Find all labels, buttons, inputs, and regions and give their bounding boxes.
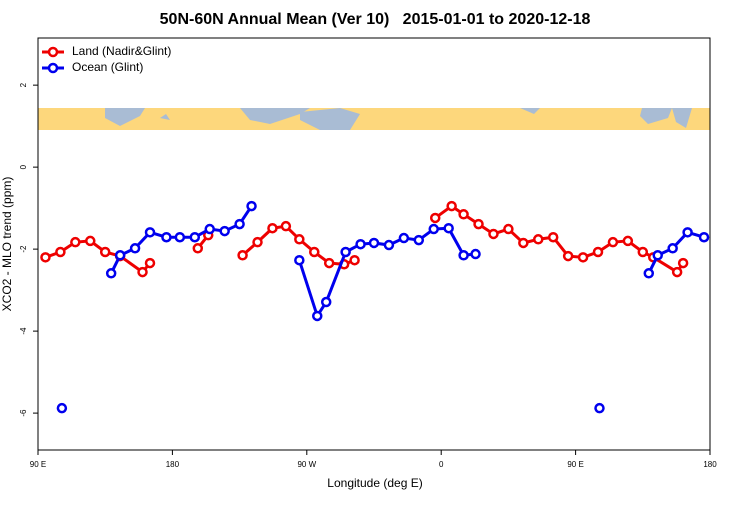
data-point (355, 238, 366, 250)
data-point (368, 237, 380, 249)
data-point (56, 402, 68, 414)
data-point (652, 250, 663, 261)
data-point (398, 232, 410, 244)
data-point (144, 257, 156, 269)
data-point (252, 236, 263, 248)
x-tick-label: 180 (166, 460, 180, 469)
data-point (429, 212, 441, 224)
legend-marker (47, 62, 59, 74)
data-point (383, 239, 395, 251)
x-axis-label: Longitude (deg E) (327, 476, 422, 490)
y-tick-label: 2 (19, 82, 28, 87)
data-point (592, 246, 604, 258)
data-point (458, 209, 469, 220)
data-point (428, 223, 439, 235)
data-point (413, 234, 425, 246)
data-point (637, 246, 649, 258)
data-point (280, 220, 292, 232)
y-tick-label: 0 (19, 164, 28, 169)
data-point (577, 252, 589, 263)
plot-frame (37, 37, 711, 451)
data-point (85, 235, 96, 247)
map-strip (38, 108, 710, 130)
data-point (309, 246, 320, 258)
data-point (99, 246, 111, 258)
data-point (446, 200, 457, 212)
data-point (349, 254, 360, 266)
data-point (40, 252, 51, 263)
data-point (161, 231, 172, 243)
data-point (643, 268, 655, 279)
data-point (320, 296, 332, 308)
x-tick-label: 0 (439, 460, 444, 469)
x-tick-label: 90 E (30, 460, 46, 469)
data-point (503, 223, 514, 235)
data-point (533, 234, 544, 245)
data-point (204, 223, 215, 235)
data-point (70, 236, 81, 248)
data-point (105, 268, 117, 279)
data-point (488, 228, 499, 240)
data-point (622, 235, 634, 247)
legend-label: Land (Nadir&Glint) (72, 44, 171, 58)
y-tick-label: -6 (19, 409, 28, 417)
data-point (518, 237, 529, 249)
data-point (470, 248, 481, 260)
legend-label: Ocean (Glint) (72, 60, 143, 74)
data-point (144, 227, 156, 238)
data-point (55, 246, 66, 258)
legend-marker (47, 46, 59, 58)
y-tick-label: -4 (19, 327, 28, 335)
data-point (129, 243, 141, 254)
data-point (562, 250, 574, 262)
data-point (340, 246, 351, 258)
data-point (547, 231, 559, 243)
data-point (671, 266, 683, 278)
chart-title: 50N-60N Annual Mean (Ver 10) 2015-01-01 … (160, 11, 591, 28)
data-point (443, 222, 454, 234)
y-axis-label: XCO2 - MLO trend (ppm) (0, 177, 14, 312)
y-tick-label: -2 (19, 245, 28, 253)
data-point (682, 227, 693, 238)
data-point (294, 234, 305, 245)
series-line (434, 204, 685, 275)
data-point (323, 257, 335, 269)
data-point (174, 231, 186, 243)
data-point (189, 231, 201, 243)
data-point (237, 250, 248, 261)
data-point (458, 250, 469, 261)
data-point (246, 200, 257, 212)
data-point (192, 243, 204, 254)
data-point (594, 402, 605, 414)
x-tick-label: 90 W (297, 460, 316, 469)
x-tick-label: 180 (703, 460, 717, 469)
data-point (137, 266, 148, 278)
x-tick-label: 90 E (567, 460, 583, 469)
data-point (312, 310, 323, 322)
data-point (267, 222, 278, 234)
data-point (114, 250, 126, 261)
data-point (698, 231, 710, 243)
data-point (473, 218, 484, 230)
data-point (607, 236, 619, 248)
data-point (294, 254, 305, 266)
data-point (677, 257, 689, 269)
data-point (667, 243, 678, 254)
data-point (234, 218, 245, 230)
data-point (219, 225, 230, 237)
